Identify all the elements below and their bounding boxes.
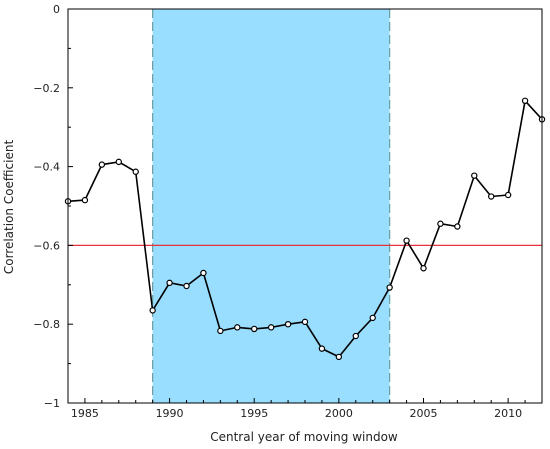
x-tick-label: 2005	[410, 407, 438, 420]
data-point	[183, 282, 190, 290]
x-tick-label: 1995	[240, 407, 268, 420]
shaded-region	[152, 9, 390, 403]
y-tick-label: 0	[53, 3, 60, 16]
plot-area	[64, 9, 546, 403]
data-point	[166, 279, 173, 287]
data-point	[251, 325, 258, 333]
data-point	[132, 168, 139, 175]
x-tick-label: 1990	[156, 407, 184, 420]
data-point	[81, 196, 89, 204]
data-point	[521, 97, 529, 105]
x-tick-label: 2010	[494, 407, 522, 420]
data-point	[115, 158, 122, 166]
data-point	[284, 321, 292, 328]
data-point	[267, 324, 275, 331]
x-tick-label: 1985	[71, 407, 99, 420]
data-point	[301, 318, 309, 326]
data-point	[149, 307, 156, 314]
data-point	[200, 269, 207, 277]
y-tick-label: −0.2	[33, 82, 60, 95]
axes: 1985 1990 1995 2000 2005 2010 0 −0.2 −0.4 −0.6 −0.…	[33, 3, 543, 420]
data-point	[352, 332, 359, 340]
data-point	[369, 314, 376, 322]
data-point	[504, 191, 512, 199]
data-point	[318, 345, 326, 352]
data-point	[386, 284, 393, 291]
x-axis-title: Central year of moving window	[210, 430, 398, 444]
y-tick-label: −1	[44, 397, 60, 410]
data-point	[471, 172, 478, 179]
data-point	[217, 327, 224, 335]
data-point	[98, 161, 106, 168]
data-point	[488, 193, 495, 200]
x-tick-label: 2000	[325, 407, 353, 420]
y-tick-label: −0.6	[33, 239, 60, 252]
data-point	[420, 265, 427, 272]
y-tick-label: −0.8	[33, 318, 60, 331]
data-point	[454, 223, 461, 230]
data-point	[403, 237, 410, 244]
data-point	[234, 324, 241, 331]
data-point	[335, 353, 343, 361]
y-tick-label: −0.4	[33, 161, 60, 174]
y-axis-title: Correlation Coefficient	[2, 140, 16, 275]
data-point	[437, 220, 444, 227]
